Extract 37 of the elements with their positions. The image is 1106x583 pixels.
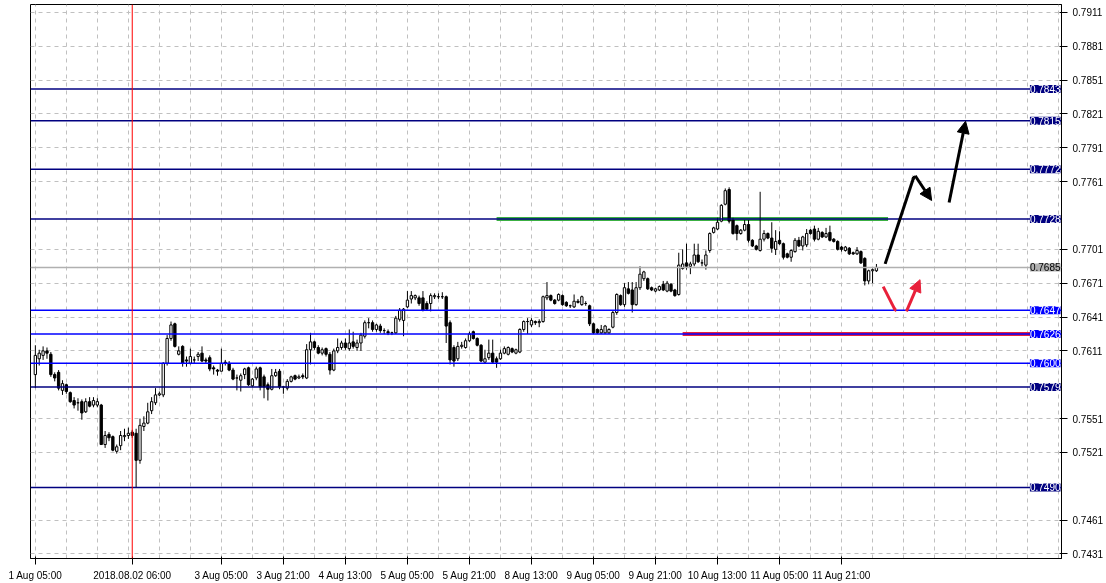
x-tick-label: 2018.08.02 06:00 — [93, 569, 172, 581]
x-tick-label: 1 Aug 05:00 — [8, 569, 63, 581]
x-tick-label: 5 Aug 21:00 — [442, 569, 497, 581]
ref-line-label: 0.7579 — [1029, 382, 1061, 393]
x-tick-label: 8 Aug 13:00 — [504, 569, 559, 581]
ref-line-label: 0.7843 — [1029, 84, 1061, 96]
ref-line-label: 0.7772 — [1029, 164, 1061, 176]
y-tick-label: 0.7611 — [1072, 345, 1103, 357]
x-tick-label: 3 Aug 21:00 — [256, 569, 311, 581]
ref-line-label: 0.7600 — [1029, 358, 1061, 370]
x-tick-label: 4 Aug 13:00 — [318, 569, 373, 581]
x-tick-label: 5 Aug 05:00 — [380, 569, 435, 581]
x-tick-label: 11 Aug 05:00 — [750, 569, 809, 581]
ref-line-label: 0.7815 — [1029, 115, 1061, 127]
y-tick-label: 0.7641 — [1072, 312, 1104, 324]
ref-line-label: 0.7626 — [1029, 328, 1061, 340]
ref-line-label: 0.7728 — [1029, 213, 1061, 225]
y-tick-label: 0.7911 — [1072, 7, 1103, 19]
y-tick-label: 0.7821 — [1072, 108, 1104, 120]
y-tick-label: 0.7521 — [1072, 447, 1104, 459]
ref-line-label: 0.7647 — [1029, 305, 1061, 317]
y-tick-label: 0.7701 — [1072, 244, 1104, 256]
x-tick-label: 9 Aug 05:00 — [566, 569, 621, 581]
y-tick-label: 0.7881 — [1072, 41, 1104, 53]
y-tick-label: 0.7551 — [1072, 413, 1104, 425]
x-tick-label: 3 Aug 05:00 — [194, 569, 249, 581]
ref-line-label: 0.7685 — [1029, 262, 1061, 274]
y-tick-label: 0.7671 — [1072, 278, 1104, 290]
y-tick-label: 0.7761 — [1072, 176, 1104, 188]
x-tick-label: 9 Aug 21:00 — [628, 569, 683, 581]
y-tick-label: 0.7851 — [1072, 75, 1104, 87]
y-tick-label: 0.7461 — [1072, 515, 1104, 527]
y-tick-label: 0.7431 — [1072, 548, 1104, 560]
y-tick-label: 0.7791 — [1072, 142, 1104, 154]
ref-line-label: 0.7490 — [1029, 482, 1061, 494]
x-tick-label: 10 Aug 13:00 — [687, 569, 748, 581]
x-tick-label: 11 Aug 21:00 — [812, 569, 871, 581]
